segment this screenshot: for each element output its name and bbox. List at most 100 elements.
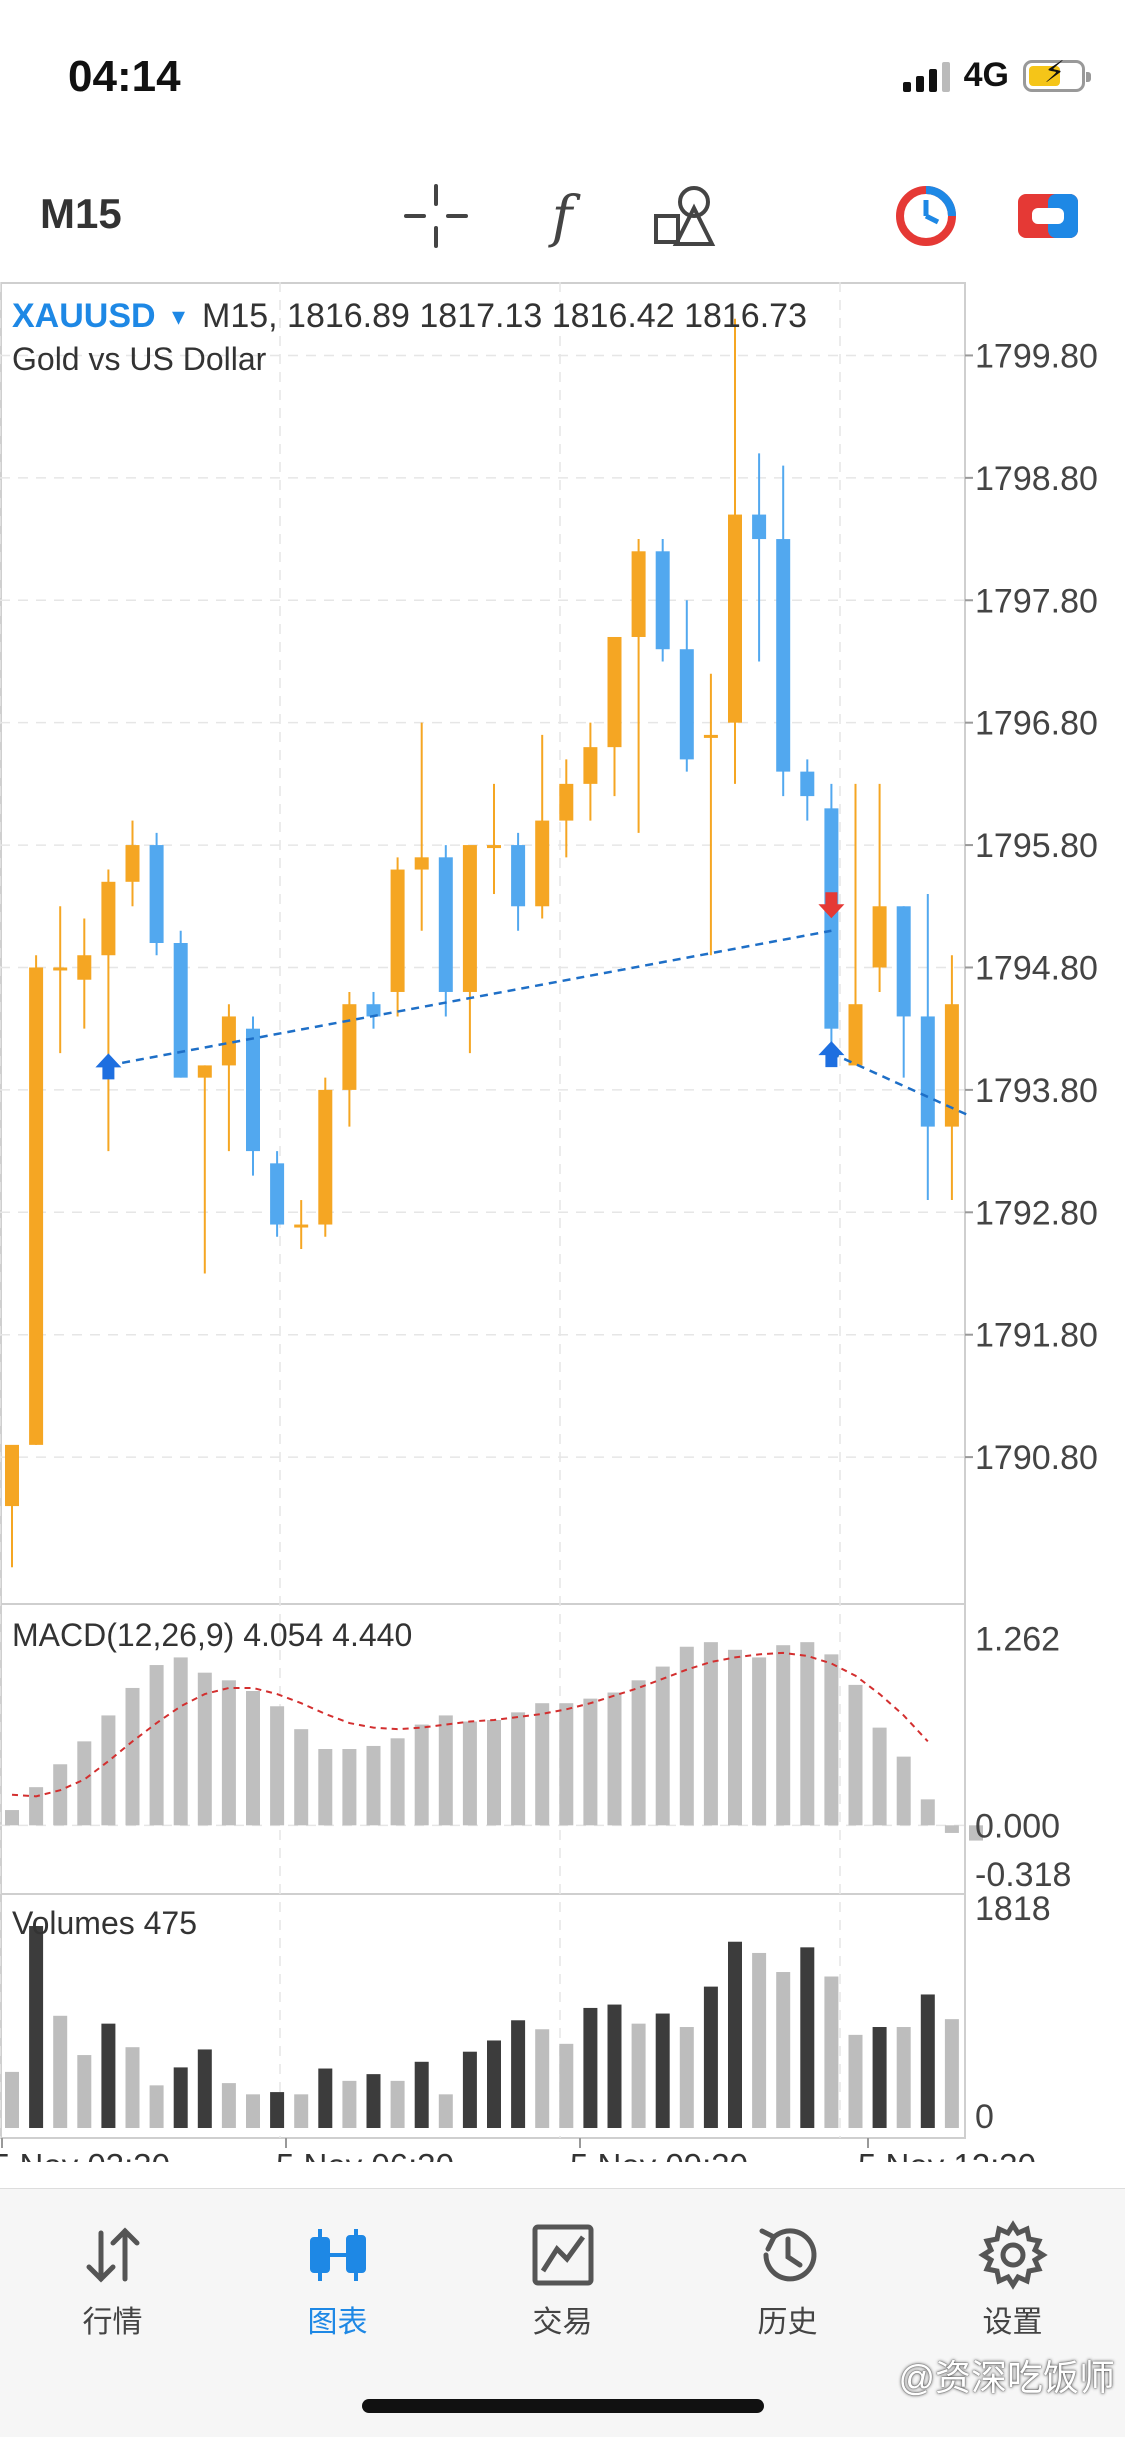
volume-bar [872, 2027, 887, 2128]
history-icon [759, 2228, 816, 2282]
candle-body [342, 1004, 357, 1090]
tab-quotes[interactable]: 行情 [0, 2209, 225, 2359]
candle-body [414, 857, 429, 870]
macd-bar [679, 1646, 694, 1826]
candle-body [776, 539, 791, 772]
volume-bar [221, 2083, 236, 2128]
volume-bar [294, 2094, 309, 2128]
bottom-tab-bar: 行情 图表 交易 历史 设置 [0, 2188, 1125, 2437]
candle-body [728, 514, 742, 723]
crosshair-icon[interactable] [398, 178, 474, 254]
candle-body [607, 636, 622, 748]
macd-bar [342, 1749, 357, 1826]
macd-bar [390, 1738, 405, 1826]
status-time: 04:14 [68, 52, 181, 101]
macd-bar [125, 1687, 140, 1826]
candle-body [535, 820, 550, 907]
candle-body [101, 881, 116, 956]
timeframe-button[interactable]: M15 [40, 190, 122, 237]
candle-body [270, 1163, 285, 1225]
macd-bar [318, 1749, 333, 1826]
macd-signal-line [11, 1651, 929, 1798]
ohlc-values: M15, 1816.89 1817.13 1816.42 1816.73 [202, 297, 807, 335]
volume-bar [125, 2047, 140, 2128]
volume-bar [896, 2027, 911, 2128]
macd-tick-label: -0.318 [975, 1856, 1071, 1894]
volume-bar [776, 1972, 791, 2128]
price-tick-label: 1790.80 [975, 1439, 1098, 1477]
volume-bar [728, 1941, 742, 2128]
volume-bar [101, 2023, 116, 2128]
sell-arrow-icon [818, 892, 845, 919]
volume-bar [342, 2080, 357, 2128]
volume-tick-label: 0 [975, 2098, 994, 2136]
chart-area[interactable]: 1799.80 1798.80 1797.80 1796.80 1795.80 1794.… [0, 282, 1125, 2162]
volume-bar [390, 2080, 405, 2128]
objects-icon[interactable] [648, 178, 724, 254]
macd-bar [101, 1715, 116, 1826]
status-indicators: 4G ⚡ [902, 56, 1091, 95]
volume-bar [5, 2071, 19, 2128]
chart-icon [309, 2229, 366, 2281]
tab-settings[interactable]: 设置 [900, 2209, 1125, 2359]
macd-bar [197, 1672, 212, 1826]
tab-label: 行情 [82, 2306, 143, 2339]
candle-body [679, 649, 694, 760]
volume-bar [77, 2055, 92, 2128]
volume-bar [511, 2020, 526, 2128]
candle-body [221, 1016, 236, 1066]
tab-chart[interactable]: 图表 [225, 2209, 450, 2359]
macd-bar [848, 1684, 863, 1826]
tab-trade[interactable]: 交易 [450, 2209, 675, 2359]
volume-bar [366, 2074, 381, 2128]
volume-bar [559, 2043, 574, 2128]
macd-bar [559, 1703, 574, 1826]
trade-clock-icon[interactable] [888, 178, 964, 254]
volumes-label: Volumes 475 [12, 1905, 197, 1941]
macd-bar [511, 1712, 526, 1826]
macd-bar [776, 1645, 791, 1826]
price-tick-label: 1795.80 [975, 827, 1098, 865]
volume-bar [800, 1947, 815, 2128]
price-chart[interactable]: 1799.80 1798.80 1797.80 1796.80 1795.80 1794.… [0, 282, 1125, 2162]
home-indicator[interactable] [362, 2399, 764, 2413]
macd-bar [944, 1825, 959, 1833]
one-click-toggle-icon[interactable] [1010, 178, 1086, 254]
symbol-dropdown-icon[interactable]: ▾ [172, 301, 185, 331]
time-tick-label: 5 Nov 12:30 [858, 2147, 1036, 2162]
macd-bar [438, 1715, 453, 1826]
candle-body [872, 906, 887, 968]
macd-bar [728, 1649, 742, 1826]
macd-bar [221, 1680, 236, 1826]
indicator-f-icon[interactable]: f [524, 178, 600, 254]
candle-body [29, 967, 44, 1445]
volume-bar [246, 2094, 260, 2128]
volume-bar [920, 1994, 935, 2128]
candle-body [703, 734, 718, 738]
macd-bar [800, 1642, 815, 1826]
time-tick-label: 5 Nov 09:30 [570, 2147, 748, 2162]
candle-body [944, 1004, 959, 1127]
time-tick-label: 5 Nov 03:30 [0, 2147, 170, 2162]
volume-bar [848, 2034, 863, 2128]
time-tick-label: 5 Nov 06:30 [276, 2147, 454, 2162]
tab-label: 设置 [982, 2306, 1043, 2339]
candle-body [511, 845, 526, 907]
volume-bar [438, 2094, 453, 2128]
buy-arrow-icon [95, 1053, 122, 1080]
volume-bar [318, 2068, 333, 2128]
symbol-label[interactable]: XAUUSD [12, 297, 156, 335]
macd-bar [920, 1799, 935, 1826]
volume-bar [149, 2085, 164, 2128]
volume-bar [29, 1926, 44, 2128]
macd-bar [366, 1745, 381, 1826]
macd-bar [969, 1825, 983, 1841]
candle-body [487, 845, 501, 849]
volume-bar [197, 2049, 212, 2128]
candle-body [559, 783, 574, 821]
tab-history[interactable]: 历史 [675, 2209, 900, 2359]
candle-body [125, 845, 140, 882]
price-tick-label: 1796.80 [975, 705, 1098, 743]
tab-label: 历史 [757, 2306, 818, 2339]
price-tick-label: 1797.80 [975, 582, 1098, 620]
